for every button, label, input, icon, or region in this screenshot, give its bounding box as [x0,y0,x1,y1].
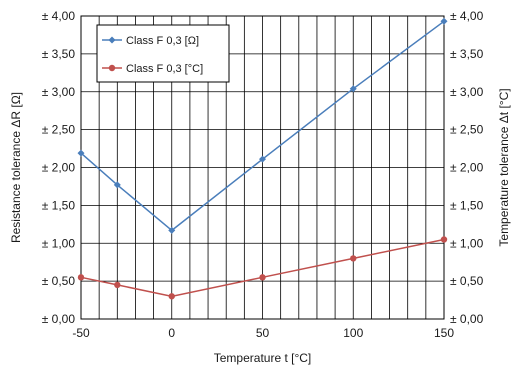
right-y-tick-label: ± 3,50 [450,47,484,61]
left-y-tick-label: ± 1,50 [42,198,76,212]
left-y-tick-label: ± 3,50 [42,47,76,61]
x-axis-title: Temperature t [°C] [214,351,312,365]
series-2 [77,236,448,300]
left-y-tick-label: ± 1,00 [42,236,76,250]
left-y-tick-label: ± 2,00 [42,161,76,175]
right-y-tick-label: ± 3,00 [450,85,484,99]
data-point [114,281,121,289]
legend-marker [108,64,116,72]
series-layer [77,17,448,300]
series-1 [77,17,448,234]
legend-label: Class F 0,3 [Ω] [126,35,199,47]
right-y-tick-label: ± 4,00 [450,9,484,23]
right-y-tick-label: ± 0,50 [450,274,484,288]
data-point [168,226,176,234]
right-y-tick-label: ± 1,50 [450,198,484,212]
x-tick-labels: -50 0 50 100 150 [72,326,454,340]
legend-items: Class F 0,3 [Ω] Class F 0,3 [°C] [102,35,203,75]
right-y-tick-label: ± 0,00 [450,312,484,326]
x-tick-label: 50 [256,326,270,340]
legend-box [96,24,230,83]
data-point [259,274,266,281]
right-y-tick-label: ± 2,50 [450,123,484,137]
data-point [168,293,175,300]
x-tick-label: -50 [72,326,90,340]
left-y-tick-label: ± 3,00 [42,85,76,99]
left-y-tick-labels: ± 0,00 ± 0,50 ± 1,00 ± 1,50 ± 2,00 ± 2,50 ± 3,… [42,9,76,326]
data-point [349,85,357,93]
left-y-tick-label: ± 0,50 [42,274,76,288]
right-y-axis-title: Temperature tolerance Δt [°C] [497,88,511,246]
left-y-tick-label: ± 4,00 [42,9,76,23]
data-point [113,181,121,189]
x-tick-label: 0 [168,326,175,340]
data-point [440,236,448,243]
series-line [80,238,445,298]
right-y-tick-labels: ± 0,00 ± 0,50 ± 1,00 ± 1,50 ± 2,00 ± 2,50 ± 3,… [450,9,484,326]
series-line [80,20,445,232]
left-y-tick-label: ± 2,50 [42,123,76,137]
right-y-tick-label: ± 1,00 [450,236,484,250]
data-point [350,255,357,262]
left-y-tick-label: ± 0,00 [42,312,76,326]
data-point [77,149,85,157]
right-y-tick-label: ± 2,00 [450,161,484,175]
legend-label: Class F 0,3 [°C] [126,63,203,75]
legend-marker [108,36,116,44]
x-tick-label: 100 [343,326,363,340]
legend: Class F 0,3 [Ω] Class F 0,3 [°C] [96,24,230,83]
plot-area [80,15,445,320]
legend-entry: Class F 0,3 [Ω] [102,35,199,47]
data-point [259,155,266,163]
x-tick-label: 150 [434,326,454,340]
data-point [440,17,448,25]
legend-entry: Class F 0,3 [°C] [102,63,203,75]
left-y-axis-title: Resistance tolerance ΔR [Ω] [9,92,23,243]
data-point [77,274,85,281]
